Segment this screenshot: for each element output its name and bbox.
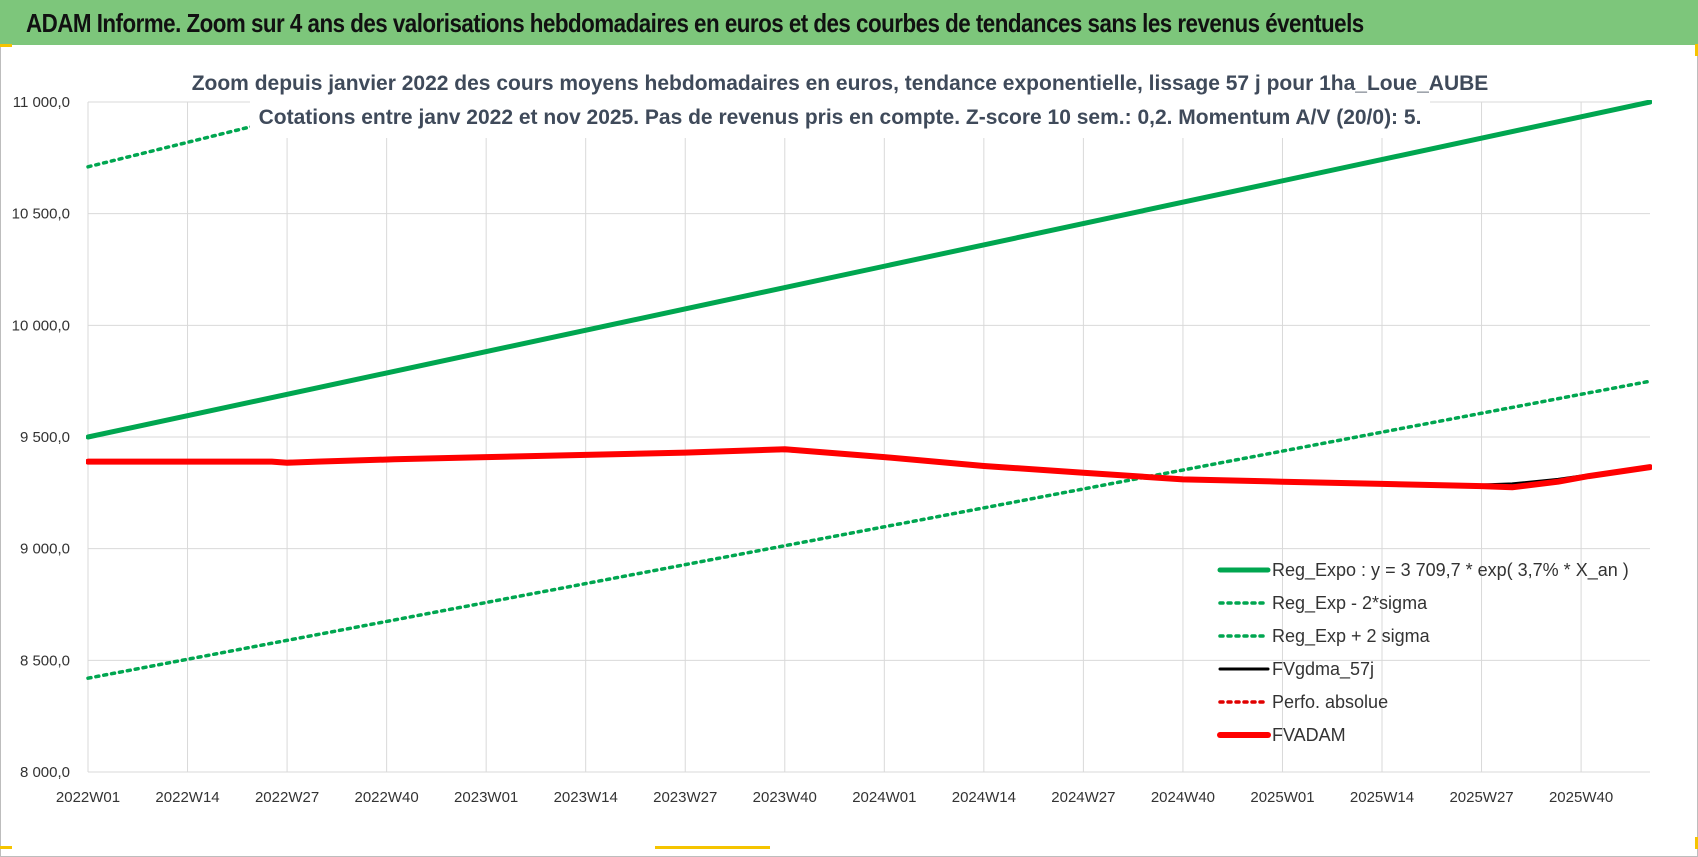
- legend-label: FVgdma_57j: [1272, 659, 1374, 680]
- corner-mark-bottom-right: [1695, 837, 1698, 849]
- x-tick-label: 2025W40: [1549, 789, 1613, 806]
- x-tick-label: 2022W01: [56, 789, 120, 806]
- y-tick-label: 10 000,0: [12, 317, 70, 334]
- chart-title: Zoom depuis janvier 2022 des cours moyen…: [192, 72, 1489, 95]
- y-tick-label: 9 000,0: [20, 541, 70, 558]
- corner-mark-top-left: [0, 44, 12, 47]
- x-axis-ticks: 2022W01 2022W14 2022W27 2022W40 2023W01 2023W…: [56, 789, 1613, 806]
- series-line-5: [86, 446, 1652, 491]
- x-tick-label: 2024W40: [1151, 789, 1215, 806]
- series-line-1: [86, 379, 1652, 680]
- legend-label: FVADAM: [1272, 725, 1346, 745]
- x-tick-label: 2022W14: [155, 789, 219, 806]
- x-tick-label: 2025W01: [1250, 789, 1314, 806]
- x-tick-label: 2023W14: [554, 789, 618, 806]
- x-tick-label: 2023W40: [753, 789, 817, 806]
- y-tick-label: 11 000,0: [13, 94, 70, 111]
- header-banner: ADAM Informe. Zoom sur 4 ans des valoris…: [0, 0, 1698, 45]
- y-tick-label: 9 500,0: [20, 429, 70, 446]
- x-tick-label: 2024W14: [952, 789, 1016, 806]
- x-tick-label: 2025W14: [1350, 789, 1414, 806]
- x-tick-label: 2023W01: [454, 789, 518, 806]
- x-tick-label: 2023W27: [653, 789, 717, 806]
- legend-label: Perfo. absolue: [1272, 692, 1388, 712]
- x-tick-label: 2025W27: [1449, 789, 1513, 806]
- page-title: ADAM Informe. Zoom sur 4 ans des valoris…: [26, 8, 1364, 38]
- x-tick-label: 2022W27: [255, 789, 319, 806]
- x-tick-label: 2024W27: [1051, 789, 1115, 806]
- corner-mark-top-right: [1695, 44, 1698, 56]
- y-tick-label: 8 500,0: [20, 652, 70, 669]
- legend-label: Reg_Expo : y = 3 709,7 * exp( 3,7% * X_a…: [1272, 560, 1629, 581]
- corner-mark-bottom-left: [0, 846, 12, 849]
- bottom-highlight-mark: [655, 846, 770, 849]
- series-lines: [86, 100, 1652, 680]
- legend: Reg_Expo : y = 3 709,7 * exp( 3,7% * X_a…: [1217, 560, 1629, 745]
- y-tick-label: 8 000,0: [20, 764, 70, 781]
- legend-label: Reg_Exp - 2*sigma: [1272, 593, 1428, 614]
- legend-label: Reg_Exp + 2 sigma: [1272, 626, 1431, 647]
- y-tick-label: 10 500,0: [12, 206, 70, 223]
- x-tick-label: 2024W01: [852, 789, 916, 806]
- x-tick-label: 2022W40: [355, 789, 419, 806]
- chart-subtitle: Cotations entre janv 2022 et nov 2025. P…: [259, 106, 1422, 129]
- gridlines: [87, 101, 1650, 773]
- title-backdrop: [250, 62, 1430, 138]
- y-axis-ticks: 8 000,0 8 500,0 9 000,0 9 500,0 10 000,0 10 5…: [12, 94, 70, 781]
- series-line-0: [86, 100, 1652, 440]
